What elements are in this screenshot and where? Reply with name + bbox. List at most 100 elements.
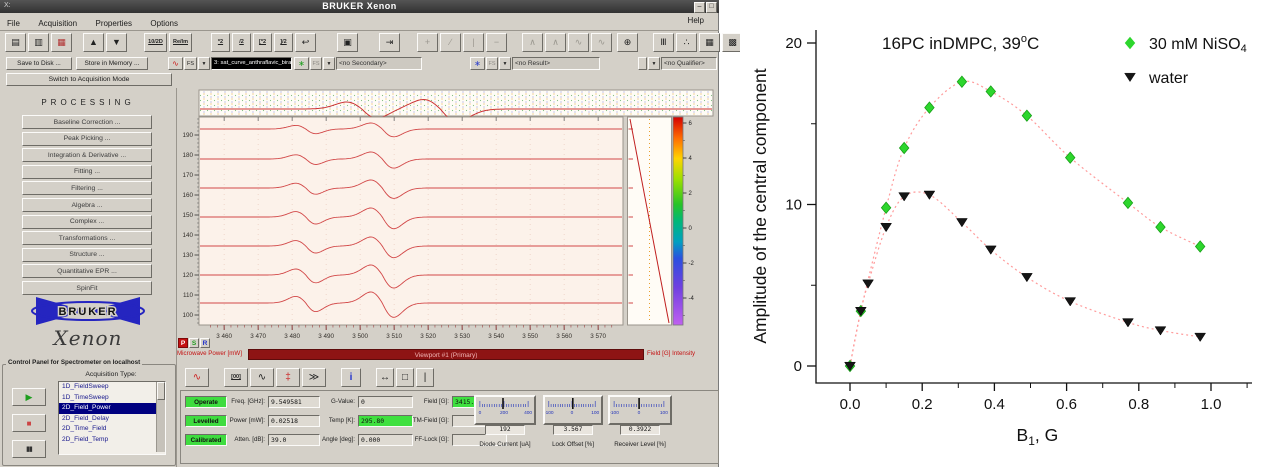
processing-button-spinfit[interactable]: SpinFit: [22, 281, 152, 295]
maximize-button[interactable]: □: [706, 2, 717, 13]
vertical-line-tool-icon[interactable]: |: [463, 33, 484, 52]
fit-vertical-icon[interactable]: |: [416, 368, 434, 387]
derivative2-tool-icon[interactable]: ∿: [591, 33, 612, 52]
acquisition-type-item[interactable]: 2D_Field_Temp: [59, 435, 157, 446]
secondary-dropdown-button[interactable]: ▼: [323, 57, 335, 70]
stop-button[interactable]: ■: [12, 414, 46, 432]
fit-horizontal-icon[interactable]: ↔: [376, 368, 394, 387]
acquisition-type-item[interactable]: 1D_FieldSweep: [59, 382, 157, 393]
peak-wide-tool-icon[interactable]: ∧: [545, 33, 566, 52]
primary-dropdown-button[interactable]: ▼: [198, 57, 210, 70]
minimize-button[interactable]: –: [694, 2, 705, 13]
shrink-div-2-icon[interactable]: ]/2: [274, 33, 293, 52]
list-scrollbar[interactable]: [156, 382, 165, 452]
primary-mode-button[interactable]: P: [178, 338, 188, 348]
processing-button-algebra[interactable]: Algebra ...: [22, 198, 152, 212]
dataset-display-icon[interactable]: ▦: [51, 33, 72, 52]
fit-window-icon[interactable]: □: [396, 368, 414, 387]
store-in-memory-button[interactable]: Store in Memory ...: [76, 57, 148, 70]
sweep-transfer-icon[interactable]: ≫: [302, 368, 326, 387]
result-dataset-combo[interactable]: <no Result>: [512, 57, 600, 70]
secondary-mode-button[interactable]: S: [189, 338, 199, 348]
open-dataset-icon[interactable]: ▤: [5, 33, 26, 52]
spectrum-down-icon[interactable]: ▼: [106, 33, 127, 52]
scale-div-2-icon[interactable]: /2: [232, 33, 251, 52]
resonator-icon[interactable]: [00]: [224, 368, 248, 387]
acquisition-type-item[interactable]: 2D_Time_Field: [59, 424, 157, 435]
scatter-view-icon[interactable]: ∴: [676, 33, 697, 52]
menu-acquisition[interactable]: Acquisition: [31, 16, 84, 28]
result-dataset-icon[interactable]: ∗: [470, 57, 485, 70]
svg-text:3 550: 3 550: [522, 333, 538, 340]
pause-button[interactable]: ▮▮: [12, 440, 46, 458]
primary-dataset-combo[interactable]: 3: sat_curve_anthraflavic_birad: [211, 57, 292, 70]
qualifier-icon[interactable]: [638, 57, 647, 70]
processing-button-complex[interactable]: Complex ...: [22, 215, 152, 229]
svg-text:0: 0: [638, 410, 641, 416]
processing-button-peak-picking[interactable]: Peak Picking ...: [22, 132, 152, 146]
info-icon[interactable]: i: [341, 368, 361, 387]
import-dataset-icon[interactable]: ▥: [28, 33, 49, 52]
horizontal-line-tool-icon[interactable]: −: [486, 33, 507, 52]
processing-button-baseline-correction[interactable]: Baseline Correction ...: [22, 115, 152, 129]
qualifier-dropdown-button[interactable]: ▼: [648, 57, 660, 70]
slope-tool-icon[interactable]: ∕: [440, 33, 461, 52]
processing-button-fitting[interactable]: Fitting ...: [22, 165, 152, 179]
processing-button-filtering[interactable]: Filtering ...: [22, 181, 152, 195]
primary-dataset-icon[interactable]: ∿: [168, 57, 183, 70]
spectrometer-monitor-panel: OperateLevelledCalibratedFreq. [GHz]:9.5…: [180, 390, 719, 464]
grab-tool-icon[interactable]: ⊕: [617, 33, 638, 52]
menu-options[interactable]: Options: [143, 16, 185, 28]
acquisition-type-item[interactable]: 2D_Field_Delay: [59, 414, 157, 425]
derivative-tool-icon[interactable]: ∿: [568, 33, 589, 52]
menu-help[interactable]: Help: [681, 13, 711, 25]
secondary-dataset-icon[interactable]: ∗: [294, 57, 309, 70]
grid-view-icon[interactable]: ▦: [699, 33, 720, 52]
viewport-title-bar[interactable]: Viewport #1 (Primary): [248, 349, 644, 360]
menu-file[interactable]: File: [0, 16, 27, 28]
secondary-dataset-combo[interactable]: <no Secondary>: [336, 57, 422, 70]
secondary-fullscale-button[interactable]: FS: [310, 57, 322, 70]
export-icon[interactable]: ⇥: [379, 33, 400, 52]
spectrum-down-icon: ▼: [112, 38, 121, 47]
undo-icon[interactable]: ↩: [295, 33, 316, 52]
peak-wide-tool-icon: ∧: [552, 38, 559, 47]
svg-text:0.4: 0.4: [984, 396, 1005, 413]
result-dropdown-button[interactable]: ▼: [499, 57, 511, 70]
add-marker-icon[interactable]: +: [417, 33, 438, 52]
monitor-toolbar: ∿[00]∿‡≫i↔□|: [180, 366, 480, 388]
processing-button-structure[interactable]: Structure ...: [22, 248, 152, 262]
temperature-monitor-icon: ‡: [285, 373, 291, 383]
print-icon[interactable]: ▣: [337, 33, 358, 52]
switch-acquisition-mode-button[interactable]: Switch to Acquisition Mode: [6, 73, 172, 86]
real-imaginary-icon[interactable]: Re/Im: [169, 33, 192, 52]
waveform-icon[interactable]: ∿: [250, 368, 274, 387]
acquisition-type-item[interactable]: 2D_Field_Power: [59, 403, 157, 414]
peak-tool-icon[interactable]: ∧: [522, 33, 543, 52]
stack-plots-icon[interactable]: Ⅲ: [653, 33, 674, 52]
list-scrollbar-thumb[interactable]: [157, 382, 165, 400]
processing-button-quantitative-epr[interactable]: Quantitative EPR ...: [22, 264, 152, 278]
window-menu-icon[interactable]: X:: [4, 2, 11, 9]
scale-times-2-icon[interactable]: *2: [211, 33, 230, 52]
screen: X: BRUKER Xenon – □ File Acquisition Pro…: [0, 0, 1280, 467]
acquisition-type-list[interactable]: 1D_FieldSweep1D_TimeSweep2D_Field_Power2…: [58, 381, 166, 455]
result-mode-button[interactable]: R: [200, 338, 210, 348]
toggle-1d-2d-icon[interactable]: 10/2D: [144, 33, 167, 52]
acquisition-type-item[interactable]: 1D_TimeSweep: [59, 393, 157, 404]
tune-display-icon[interactable]: ∿: [185, 368, 209, 387]
save-to-disk-button[interactable]: Save to Disk ...: [6, 57, 72, 70]
spectrum-up-icon[interactable]: ▲: [83, 33, 104, 52]
processing-button-integration-derivative[interactable]: Integration & Derivative ...: [22, 148, 152, 162]
processing-button-transformations[interactable]: Transformations ...: [22, 231, 152, 245]
primary-fullscale-button[interactable]: FS: [184, 57, 197, 70]
qualifier-combo[interactable]: <no Qualifier>: [661, 57, 717, 70]
menu-properties[interactable]: Properties: [88, 16, 138, 28]
title-bar[interactable]: X: BRUKER Xenon – □: [0, 0, 719, 13]
svg-text:0.2: 0.2: [912, 396, 933, 413]
run-button[interactable]: ▶: [12, 388, 46, 406]
temperature-monitor-icon[interactable]: ‡: [276, 368, 300, 387]
expand-times-2-icon[interactable]: [*2: [253, 33, 272, 52]
result-fullscale-button[interactable]: FS: [486, 57, 498, 70]
svg-text:0.8: 0.8: [1128, 396, 1149, 413]
